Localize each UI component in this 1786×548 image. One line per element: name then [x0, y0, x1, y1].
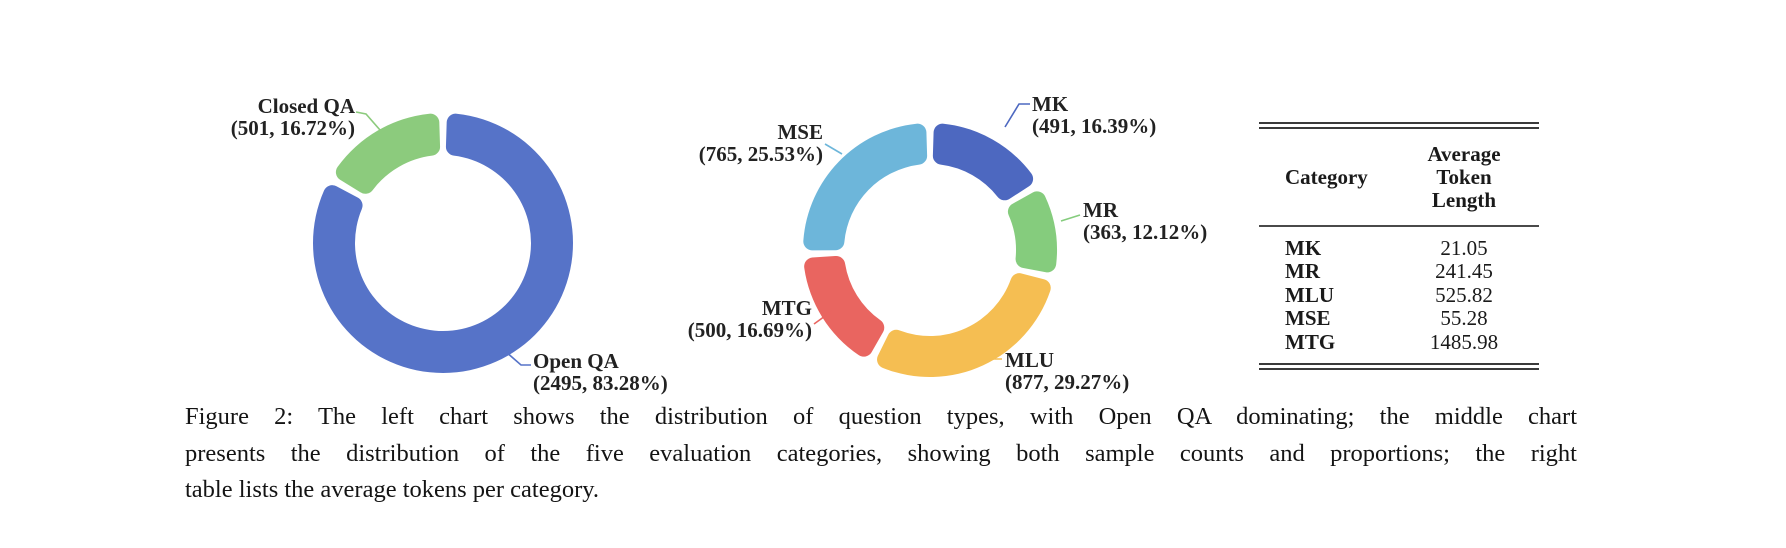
average-token-length-table: Category Average Token Length MK 21.05 M… [1259, 122, 1539, 371]
question-type-donut-chart [313, 113, 574, 373]
closed-qa-label-name: Closed QA [257, 94, 355, 118]
mk-connector-line [1004, 103, 1030, 128]
mk-slice [932, 123, 1034, 201]
mlu-connector-line [971, 343, 1002, 360]
mr-label-name: MR [1083, 198, 1118, 222]
table-header-rule [1259, 225, 1539, 227]
closed-qa-label: Closed QA (501, 16.72%) [231, 95, 355, 139]
category-column-header: Category [1285, 164, 1368, 189]
table-row: MLU 525.82 [1259, 282, 1539, 307]
mtg-slice [804, 256, 885, 357]
row-category: MSE [1285, 306, 1331, 331]
table-row: MSE 55.28 [1259, 306, 1539, 331]
row-value: 525.82 [1435, 282, 1493, 307]
row-value: 241.45 [1435, 259, 1493, 284]
table-row: MTG 1485.98 [1259, 329, 1539, 354]
mr-label: MR (363, 12.12%) [1083, 199, 1207, 243]
open-qa-label-name: Open QA [533, 349, 619, 373]
mtg-label-name: MTG [761, 296, 812, 320]
table-header-row: Category Average Token Length [1259, 129, 1539, 225]
open-qa-connector-line [504, 350, 531, 366]
closed-qa-slice [335, 113, 441, 194]
open-qa-label: Open QA (2495, 83.28%) [533, 350, 668, 394]
caption-line-2: presents the distribution of the five ev… [185, 439, 1577, 467]
mse-slice [803, 123, 928, 251]
row-value: 21.05 [1440, 236, 1488, 260]
table-row: MR 241.45 [1259, 259, 1539, 284]
closed-qa-label-detail: (501, 16.72%) [230, 116, 355, 140]
mk-label-detail: (491, 16.39%) [1032, 114, 1157, 138]
mse-label-detail: (765, 25.53%) [698, 142, 823, 166]
mlu-label: MLU (877, 29.27%) [1005, 349, 1129, 393]
mk-label: MK (491, 16.39%) [1032, 93, 1156, 137]
mlu-slice [877, 273, 1051, 378]
mlu-label-detail: (877, 29.27%) [1005, 370, 1130, 394]
mr-label-detail: (363, 12.12%) [1083, 220, 1208, 244]
row-category: MK [1285, 236, 1322, 260]
caption-line-1: Figure 2: The left chart shows the distr… [185, 403, 1577, 430]
figure-caption: Figure 2: The left chart shows the distr… [185, 399, 1577, 509]
row-value: 55.28 [1440, 306, 1488, 331]
row-value: 1485.98 [1429, 329, 1499, 354]
evaluation-category-donut-chart [803, 123, 1058, 378]
mtg-label: MTG (500, 16.69%) [688, 297, 812, 341]
mlu-label-name: MLU [1005, 348, 1054, 372]
table-row: MK 21.05 [1259, 236, 1539, 260]
mr-slice [1007, 191, 1058, 273]
mtg-connector-line [813, 310, 833, 325]
row-category: MTG [1285, 329, 1336, 354]
open-qa-label-detail: (2495, 83.28%) [533, 371, 668, 395]
open-qa-slice [313, 113, 574, 373]
table-body: MK 21.05 MR 241.45 MLU 525.82 MSE 55.28 … [1259, 227, 1539, 363]
mse-label-name: MSE [777, 120, 823, 144]
mse-label: MSE (765, 25.53%) [699, 121, 823, 165]
row-category: MR [1285, 259, 1320, 284]
closed-qa-connector-line [355, 111, 381, 131]
mse-connector-line [824, 143, 843, 155]
row-category: MLU [1285, 282, 1334, 307]
caption-line-3: table lists the average tokens per categ… [185, 476, 600, 503]
table-bottom-double-rule [1259, 363, 1539, 371]
mk-label-name: MK [1032, 92, 1069, 116]
table-top-double-rule [1259, 122, 1539, 129]
mtg-label-detail: (500, 16.69%) [687, 318, 812, 342]
mr-connector-line [1060, 214, 1081, 222]
average-token-length-column-header: Average Token Length [1427, 141, 1501, 212]
